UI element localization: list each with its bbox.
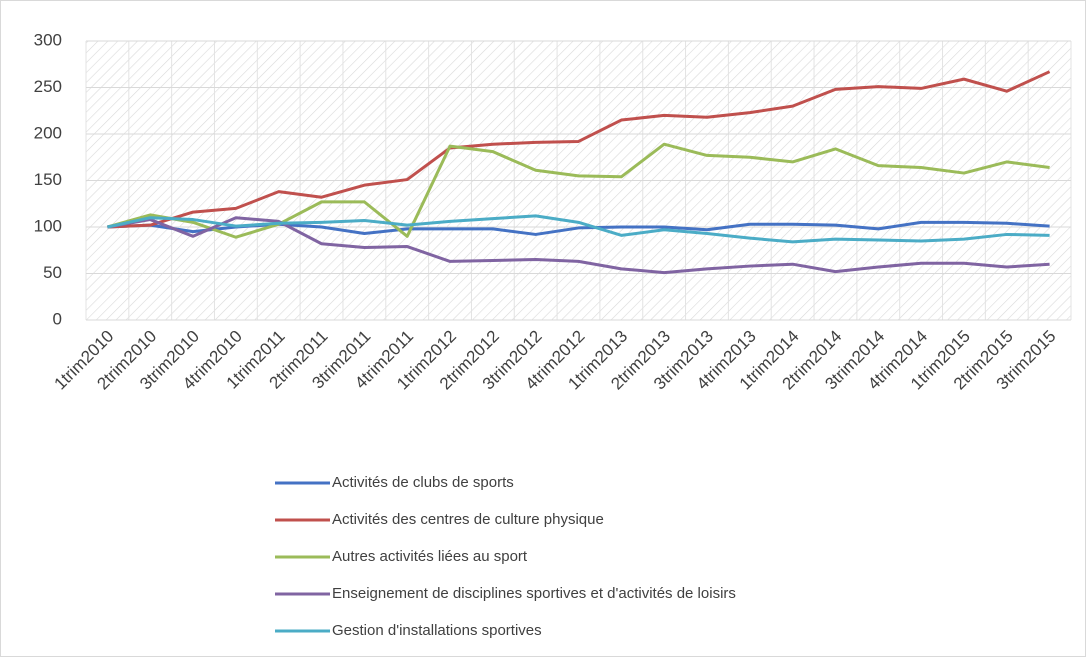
- legend-label: Activités des centres de culture physiqu…: [332, 511, 604, 528]
- y-tick-label: 250: [34, 77, 62, 96]
- y-tick-label: 100: [34, 216, 62, 235]
- legend-label: Gestion d'installations sportives: [332, 622, 542, 639]
- y-tick-label: 50: [43, 263, 62, 282]
- series-line: [107, 214, 1050, 244]
- legend-label: Activités de clubs de sports: [332, 474, 514, 491]
- y-tick-label: 0: [53, 309, 62, 328]
- y-tick-label: 300: [34, 30, 62, 49]
- series-line: [107, 142, 1050, 239]
- legend-label: Autres activités liées au sport: [332, 548, 528, 565]
- series-line: [107, 216, 1050, 275]
- series-line: [107, 70, 1051, 229]
- y-tick-label: 150: [34, 170, 62, 189]
- y-tick-label: 200: [34, 123, 62, 142]
- legend-label: Enseignement de disciplines sportives et…: [332, 585, 736, 602]
